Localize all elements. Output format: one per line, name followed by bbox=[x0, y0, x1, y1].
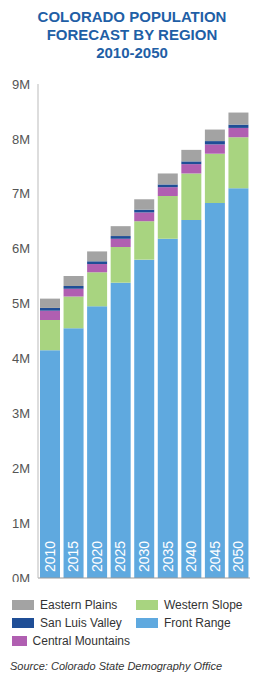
svg-text:5M: 5M bbox=[12, 296, 30, 311]
svg-text:8M: 8M bbox=[12, 132, 30, 147]
svg-text:2040: 2040 bbox=[183, 541, 199, 572]
svg-text:2010: 2010 bbox=[42, 541, 58, 572]
svg-text:2020: 2020 bbox=[89, 541, 105, 572]
svg-text:2045: 2045 bbox=[207, 541, 223, 572]
svg-text:6M: 6M bbox=[12, 241, 30, 256]
svg-text:0M: 0M bbox=[12, 571, 30, 582]
html-text:2010-2050: 2010-2050 bbox=[96, 44, 168, 61]
svg-text:2050: 2050 bbox=[230, 541, 246, 572]
html-text:Source: Colorado State Demogra: Source: Colorado State Demography Office bbox=[10, 660, 223, 672]
html-text:Front Range: Front Range bbox=[164, 616, 231, 630]
svg-text:1M: 1M bbox=[12, 516, 30, 531]
html-text:Western Slope: Western Slope bbox=[164, 598, 243, 612]
svg-text:4M: 4M bbox=[12, 351, 30, 366]
html-text:COLORADO POPULATION FORECAST B: COLORADO POPULATION FORECAST BY REGION bbox=[37, 8, 227, 43]
svg-text:3M: 3M bbox=[12, 406, 30, 421]
svg-text:7M: 7M bbox=[12, 186, 30, 201]
html-text:Central Mountains: Central Mountains bbox=[32, 634, 130, 648]
svg-text:2M: 2M bbox=[12, 461, 30, 476]
svg-text:2015: 2015 bbox=[65, 541, 81, 572]
svg-text:2025: 2025 bbox=[112, 541, 128, 572]
html-text:Eastern Plains: Eastern Plains bbox=[40, 598, 118, 612]
svg-text:2035: 2035 bbox=[160, 541, 176, 572]
svg-text:2030: 2030 bbox=[136, 541, 152, 572]
html-text:San Luis Valley: San Luis Valley bbox=[40, 616, 122, 630]
svg-text:9M: 9M bbox=[12, 77, 30, 92]
